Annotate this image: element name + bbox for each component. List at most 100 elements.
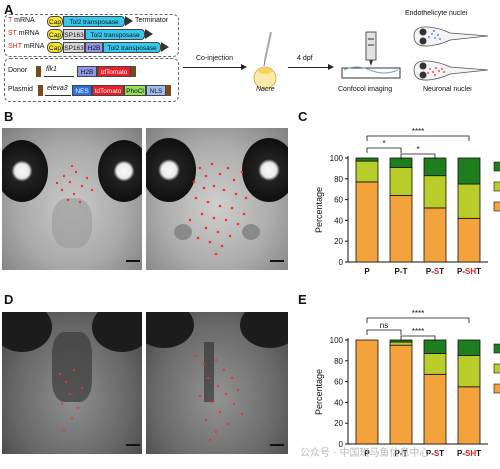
eye-left <box>2 140 48 202</box>
mrna-group-frame <box>4 14 179 57</box>
bar-segment <box>389 157 413 168</box>
bar-segment <box>423 353 447 375</box>
bar-segment <box>389 341 413 346</box>
nls-box: NLS <box>146 85 166 96</box>
x-tick-label: P-ST <box>426 449 444 458</box>
bar-segment <box>457 157 481 185</box>
larva-neuronal-icon <box>413 60 489 81</box>
tdtomato-box: tdTomato <box>97 66 131 77</box>
significance-bracket <box>400 153 436 159</box>
donor-label: Donor <box>8 67 28 74</box>
bar-segment <box>457 386 481 445</box>
nacre-label: Nacre <box>256 86 275 93</box>
x-tick-char: P <box>457 267 463 276</box>
tol2-box: Tol2 transposase <box>63 16 125 27</box>
x-tick-char: T <box>476 267 481 276</box>
significance-label: ns <box>380 321 388 330</box>
x-tick-char: S <box>465 449 471 458</box>
legend-swatch <box>493 181 500 192</box>
eye-right <box>98 140 142 202</box>
y-tick-label: 80 <box>334 357 343 366</box>
tol2-arm-right <box>131 66 136 77</box>
x-tick-label: P-ST <box>426 267 444 276</box>
t-mrna-label: T mRNA <box>8 17 35 24</box>
co-injection-label: Co-injection <box>196 55 233 62</box>
plasmid-label: Plasmid <box>8 86 33 93</box>
significance-label: * <box>382 139 385 148</box>
tol2-box: Tol2 transposase <box>85 29 145 40</box>
x-tick-char: P <box>426 449 432 458</box>
x-tick-char: S <box>434 449 440 458</box>
bar-segment <box>457 183 481 219</box>
x-tick-label: P-T <box>395 267 408 276</box>
nes-box: NES <box>72 85 92 96</box>
watermark: 公众号 · 中国斑马鱼信息中心 <box>300 448 430 459</box>
red-nuclei-dots <box>55 164 94 204</box>
x-tick-char: - <box>400 267 403 276</box>
bar-segment <box>389 195 413 263</box>
red-nuclei-dots <box>59 369 83 431</box>
red-nuclei-dots <box>188 162 248 256</box>
panel-label-e: E <box>298 292 307 307</box>
arrow-head-icon <box>328 64 334 70</box>
terminator-arrow-icon <box>145 29 153 39</box>
tdtomato-box: tdTomato <box>92 85 124 96</box>
x-tick-char: - <box>431 267 434 276</box>
bar-segment <box>457 339 481 357</box>
red-nuclei-dots <box>194 354 244 442</box>
micrograph-b-right <box>146 128 288 270</box>
legend-swatch <box>493 343 500 354</box>
x-tick-char: P <box>364 449 370 458</box>
x-tick-char: T <box>439 267 444 276</box>
x-tick-label: P <box>364 449 370 458</box>
bar-segment <box>355 181 379 263</box>
dpf-label: 4 dpf <box>297 55 313 62</box>
bar-segment <box>423 339 447 354</box>
confocal-imaging-label: Confocol imaging <box>338 86 393 93</box>
arrow-line <box>288 67 330 68</box>
eye-left <box>146 138 196 202</box>
scale-bar <box>126 260 140 262</box>
x-tick-char: P <box>395 267 401 276</box>
brain-region <box>52 198 92 248</box>
x-tick-char: T <box>439 449 444 458</box>
x-tick-char: T <box>476 449 481 458</box>
h2b-box: H2B <box>85 42 103 53</box>
larva-endothelial-icon <box>413 26 489 47</box>
x-tick-char: - <box>431 449 434 458</box>
bar-segment <box>423 157 447 177</box>
bar-segment <box>389 344 413 445</box>
bar-segment <box>423 373 447 445</box>
bar-segment <box>355 157 379 162</box>
bar-segment <box>457 355 481 388</box>
terminator-arrow-icon <box>161 42 169 52</box>
otic-vesicle <box>174 224 192 240</box>
x-tick-char: H <box>470 267 476 276</box>
x-tick-label: P-T <box>395 449 408 458</box>
dna-group-frame <box>4 58 179 102</box>
panel-label-b: B <box>4 109 14 124</box>
micrograph-d-right <box>146 312 288 454</box>
promoter-line <box>44 76 74 77</box>
y-tick-label: 0 <box>339 258 344 267</box>
scale-bar <box>270 260 284 262</box>
cap-box: Cap <box>47 42 63 53</box>
bar-segment <box>423 207 447 263</box>
y-tick-label: 20 <box>334 237 343 246</box>
cap-box: Cap <box>47 29 63 40</box>
significance-bracket <box>366 329 402 335</box>
midline-structure <box>204 342 214 402</box>
x-tick-char: - <box>462 449 465 458</box>
y-tick-label: 40 <box>334 398 343 407</box>
tol2-arm-left <box>36 66 41 77</box>
st-mrna-label: ST mRNA <box>8 30 40 37</box>
cap-box: Cap <box>47 16 63 27</box>
x-tick-char: - <box>400 449 403 458</box>
y-tick-label: 60 <box>334 378 343 387</box>
tol2-box: Tol2 transposase <box>103 42 161 53</box>
y-tick-label: 60 <box>334 196 343 205</box>
x-tick-char: T <box>403 449 408 458</box>
h2b-box: H2B <box>77 66 97 77</box>
